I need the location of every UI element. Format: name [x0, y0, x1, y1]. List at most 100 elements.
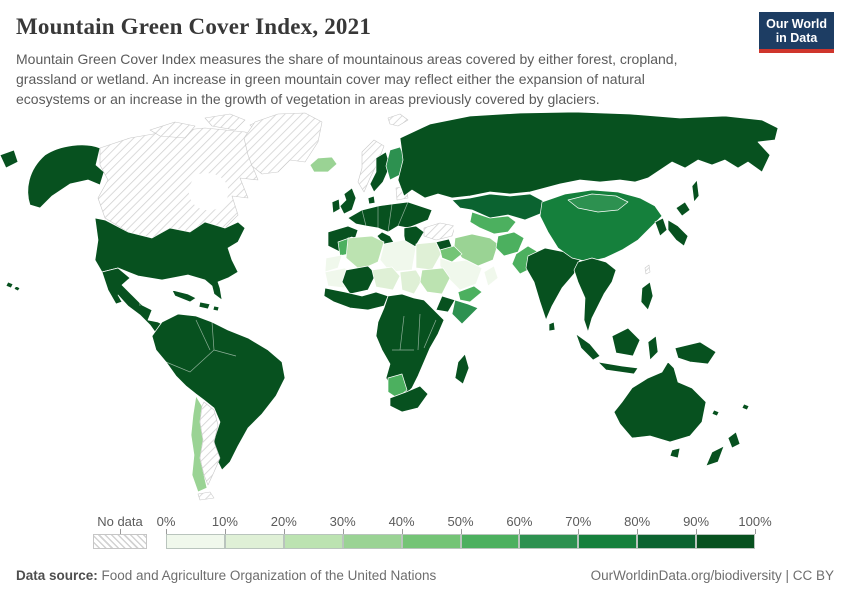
chart-footer: Data source: Food and Agriculture Organi… — [0, 568, 850, 583]
legend-tick-mark — [283, 529, 285, 534]
map-region-sakhalin[interactable] — [691, 179, 700, 203]
map-region-hawaii[interactable] — [5, 281, 21, 292]
legend-no-data-tick — [120, 529, 121, 534]
map-region-oman[interactable] — [483, 265, 499, 287]
legend-bin-swatch[interactable] — [519, 534, 579, 549]
owid-logo-line1: Our World — [766, 17, 827, 31]
chart-header: Mountain Green Cover Index, 2021 Mountai… — [0, 0, 850, 110]
legend-no-data-swatch[interactable] — [93, 534, 147, 549]
legend-bin-swatch[interactable] — [696, 534, 756, 549]
map-region-madagascar[interactable] — [454, 353, 470, 385]
map-region-ethiopia[interactable] — [435, 295, 456, 313]
map-region-iraq[interactable] — [439, 245, 463, 263]
legend-tick-label: 50% — [447, 514, 474, 529]
legend-bin-swatch[interactable] — [578, 534, 638, 549]
map-region-europe[interactable] — [347, 195, 433, 233]
legend-tick-mark — [637, 529, 639, 534]
map-region-new-zealand[interactable] — [705, 431, 741, 467]
map-region-sudan[interactable] — [419, 267, 451, 295]
data-source-label: Data source: — [16, 568, 98, 583]
data-source-note: Data source: Food and Agriculture Organi… — [16, 568, 436, 583]
legend-tick-label: 0% — [156, 514, 176, 529]
legend-tick-label: 40% — [388, 514, 415, 529]
map-region-afghanistan[interactable] — [495, 231, 525, 257]
world-choropleth-map — [0, 110, 850, 512]
map-region-australia[interactable] — [613, 361, 707, 459]
map-region-chad[interactable] — [399, 269, 423, 295]
map-region-alaska[interactable] — [27, 144, 105, 209]
caspian-sea — [453, 212, 466, 239]
map-region-argentina[interactable] — [197, 401, 221, 501]
map-region-central-asia[interactable] — [469, 211, 517, 235]
legend-tick-label: 80% — [624, 514, 651, 529]
map-region-turkey[interactable] — [423, 222, 456, 241]
map-region-japan[interactable] — [667, 201, 691, 247]
legend-tick-label: 20% — [270, 514, 297, 529]
map-region-sweden[interactable] — [369, 151, 391, 193]
map-region-southeast-asia[interactable] — [573, 257, 617, 333]
map-region-russia[interactable] — [397, 111, 779, 199]
legend-tick-mark — [401, 529, 403, 534]
legend-tick-label: 100% — [738, 514, 772, 529]
legend-bin-swatch[interactable] — [342, 534, 402, 549]
legend-bin-swatch[interactable] — [637, 534, 697, 549]
map-legend: No data 0% 10% 20% 30% 40% 50% 60% 70% 80% 90% 100… — [0, 512, 850, 554]
legend-tick-label: 70% — [565, 514, 592, 529]
map-region-south-america[interactable] — [151, 313, 286, 471]
legend-bin-swatch[interactable] — [401, 534, 461, 549]
legend-tick-mark — [578, 529, 580, 534]
map-region-caribbean[interactable] — [171, 289, 220, 312]
legend-bin-swatch[interactable] — [460, 534, 520, 549]
legend-tick-label: 90% — [683, 514, 710, 529]
map-region-libya[interactable] — [379, 239, 417, 273]
legend-tick-mark — [224, 529, 226, 534]
map-region-taiwan[interactable] — [644, 264, 651, 275]
map-region-russia-left-fragment[interactable] — [0, 149, 19, 169]
map-region-south-africa[interactable] — [389, 385, 429, 413]
map-region-canada[interactable] — [97, 127, 271, 239]
owid-url-license[interactable]: OurWorldinData.org/biodiversity | CC BY — [590, 568, 834, 583]
legend-bin-swatch[interactable] — [224, 534, 284, 549]
map-region-central-africa[interactable] — [375, 293, 445, 397]
hudson-bay — [188, 173, 229, 211]
legend-tick-mark — [519, 529, 521, 534]
map-region-svalbard[interactable] — [387, 113, 409, 127]
map-region-mali[interactable] — [341, 265, 377, 295]
owid-logo[interactable]: Our World in Data — [759, 12, 834, 53]
legend-tick-mark — [696, 529, 698, 534]
map-region-somalia[interactable] — [451, 299, 479, 325]
map-region-west-africa[interactable] — [323, 287, 389, 311]
legend-tick-label: 10% — [211, 514, 238, 529]
map-region-western-sahara[interactable] — [324, 254, 343, 273]
map-region-greenland[interactable] — [243, 112, 323, 175]
map-region-norway[interactable] — [357, 139, 385, 193]
legend-bin-swatch[interactable] — [166, 534, 225, 549]
country-borders — [137, 201, 437, 373]
legend-tick-label: 60% — [506, 514, 533, 529]
chart-subtitle: Mountain Green Cover Index measures the … — [16, 51, 678, 107]
map-region-philippines[interactable] — [640, 281, 654, 311]
map-region-algeria[interactable] — [345, 235, 385, 271]
map-region-mongolia[interactable] — [567, 193, 629, 213]
page-title: Mountain Green Cover Index, 2021 — [16, 14, 372, 39]
map-region-iceland[interactable] — [309, 156, 338, 173]
legend-no-data-label: No data — [97, 514, 143, 529]
map-region-india[interactable] — [525, 247, 581, 332]
map-region-new-guinea[interactable] — [674, 341, 717, 365]
map-region-indonesia[interactable] — [575, 327, 659, 375]
map-region-korea[interactable] — [654, 217, 668, 237]
map-region-uk-ireland[interactable] — [331, 187, 357, 215]
map-region-usa[interactable] — [94, 217, 246, 301]
map-region-kazakhstan[interactable] — [451, 193, 546, 221]
map-region-pacific-islands[interactable] — [711, 403, 750, 417]
map-region-yemen[interactable] — [457, 285, 483, 303]
owid-logo-line2: in Data — [775, 31, 818, 46]
legend-tick-mark — [166, 529, 167, 534]
data-source-text: Food and Agriculture Organization of the… — [97, 568, 437, 583]
map-region-niger[interactable] — [371, 266, 401, 291]
legend-bin-swatch[interactable] — [283, 534, 343, 549]
legend-tick-mark — [342, 529, 344, 534]
legend-color-bar — [166, 534, 756, 549]
map-region-egypt[interactable] — [415, 241, 442, 271]
map-region-china[interactable] — [539, 189, 663, 263]
